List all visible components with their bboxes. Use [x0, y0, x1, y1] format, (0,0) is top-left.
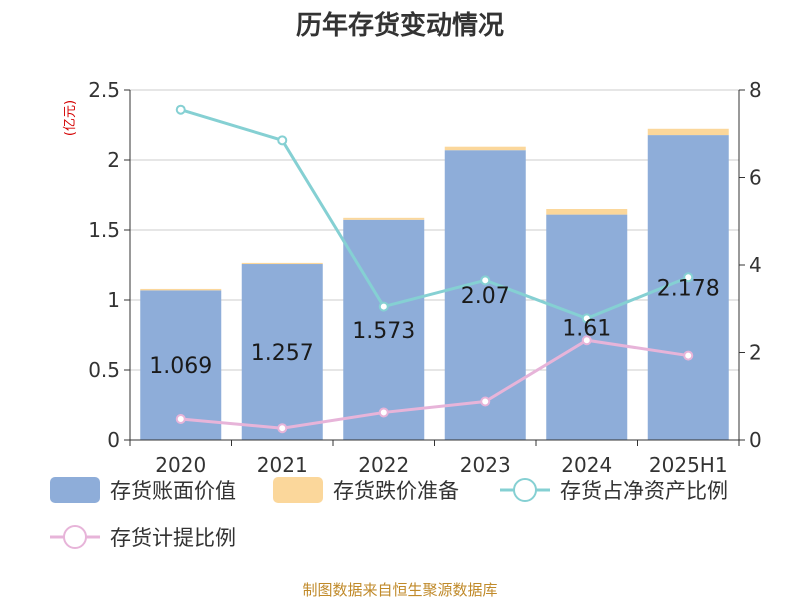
bar-impairment — [444, 146, 526, 151]
bar-data-label: 1.257 — [251, 341, 314, 366]
y-tick-label: 0.5 — [88, 358, 120, 382]
line-provision-ratio-point — [480, 396, 491, 407]
legend-label: 存货占净资产比例 — [560, 479, 728, 503]
bar-book-value — [343, 219, 425, 440]
line-inventory-to-net-assets-point — [175, 104, 186, 115]
y-tick-label: 0 — [107, 428, 120, 452]
line-inventory-to-net-assets — [180, 108, 689, 320]
y2-tick-label: 6 — [749, 166, 762, 190]
line-inventory-to-net-assets-point — [480, 275, 491, 286]
data-source-note: 制图数据来自恒生聚源数据库 — [302, 581, 497, 599]
x-tick-label: 2021 — [257, 453, 308, 477]
y-tick-label: 2 — [107, 148, 120, 172]
bar-book-value — [241, 264, 323, 440]
y-tick-label: 2.5 — [88, 78, 120, 102]
chart-title: 历年存货变动情况 — [296, 10, 504, 41]
legend-swatch-marker — [63, 525, 87, 549]
x-tick-label: 2025H1 — [649, 453, 728, 477]
bar-book-value — [444, 150, 526, 440]
bar-book-value — [546, 214, 628, 440]
line-inventory-to-net-assets-point — [277, 135, 288, 146]
bar-impairment — [546, 209, 628, 215]
line-layer — [175, 104, 694, 434]
legend-label: 存货账面价值 — [110, 479, 236, 503]
legend-swatch — [50, 477, 100, 503]
bar-layer — [140, 128, 729, 440]
legend-swatch — [273, 477, 323, 503]
x-tick-label: 2022 — [358, 453, 409, 477]
bar-data-label: 2.178 — [657, 277, 720, 302]
bar-data-label: 2.07 — [461, 284, 510, 309]
line-inventory-to-net-assets-point — [581, 313, 592, 324]
line-provision-ratio — [180, 338, 689, 430]
x-tick-label: 2024 — [561, 453, 612, 477]
bar-impairment — [647, 128, 729, 136]
bar-data-label: 1.069 — [149, 354, 212, 379]
line-provision-ratio-point — [683, 350, 694, 361]
bar-impairment — [343, 217, 425, 220]
y2-tick-label: 8 — [749, 78, 762, 102]
y2-tick-label: 2 — [749, 341, 762, 365]
bar-data-label: 1.61 — [562, 316, 611, 341]
line-inventory-to-net-assets-point — [378, 301, 389, 312]
y-tick-label: 1.5 — [88, 218, 120, 242]
bar-impairment — [140, 288, 222, 291]
line-inventory-to-net-assets-point — [683, 272, 694, 283]
axis-layer: 0 0.5 1 1.5 2 2.5 0 2 4 6 8 2020 2021 2022 2023 2024 202… — [88, 78, 762, 477]
y2-tick-label: 4 — [749, 253, 762, 277]
x-tick-label: 2023 — [460, 453, 511, 477]
y2-tick-label: 0 — [749, 428, 762, 452]
legend-swatch-marker — [513, 478, 537, 502]
bar-impairment — [241, 262, 323, 265]
y-axis-unit: (亿元) — [63, 100, 78, 136]
line-provision-ratio-point — [175, 414, 186, 424]
legend-label: 存货跌价准备 — [333, 479, 459, 503]
line-provision-ratio-point — [581, 335, 592, 346]
label-layer: 1.069 1.257 1.573 2.07 1.61 2.178 — [149, 277, 719, 380]
line-provision-ratio-point — [378, 407, 389, 418]
bar-data-label: 1.573 — [352, 319, 415, 344]
x-tick-label: 2020 — [155, 453, 206, 477]
line-provision-ratio-point — [277, 423, 288, 434]
y-tick-label: 1 — [107, 288, 120, 312]
grid-layer — [130, 89, 739, 371]
legend-label: 存货计提比例 — [110, 526, 236, 550]
